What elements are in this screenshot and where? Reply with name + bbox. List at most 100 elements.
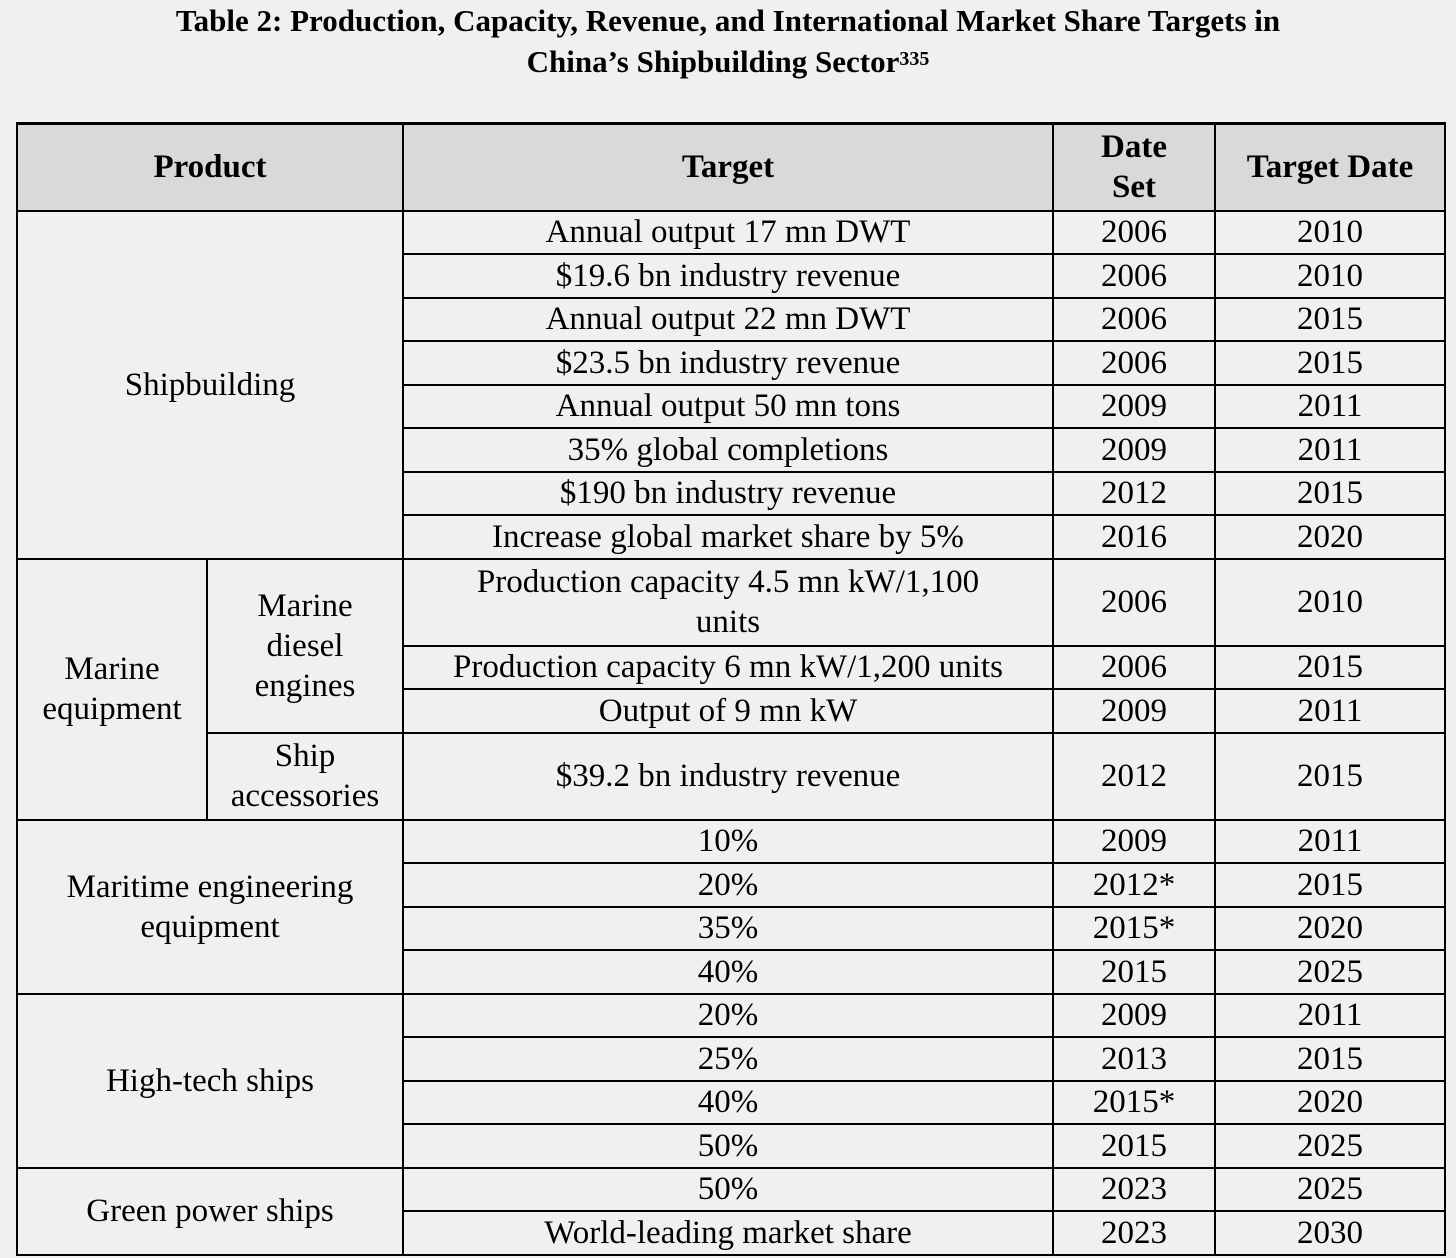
target-cell: $190 bn industry revenue: [402, 470, 1054, 516]
target-cell: $19.6 bn industry revenue: [402, 253, 1054, 299]
target-date-cell: 2011: [1214, 427, 1446, 473]
date-set-cell: 2023: [1052, 1210, 1216, 1256]
header-date-set-line-2: Set: [1112, 169, 1156, 206]
target-cell-line-2: units: [695, 604, 761, 640]
target-cell: World-leading market share: [402, 1210, 1054, 1256]
target-date-cell: 2025: [1214, 1123, 1446, 1169]
table-row: 40% 2015 2025: [17, 949, 1446, 995]
group-shipbuilding: Shipbuilding: [16, 209, 404, 560]
target-date-cell: 2011: [1214, 818, 1446, 864]
target-cell: Increase global market share by 5%: [402, 514, 1054, 560]
target-date-cell: 2015: [1214, 340, 1446, 386]
target-date-cell: 2010: [1214, 253, 1446, 299]
subgroup-accessories-line-2: accessories: [230, 778, 380, 814]
table-row: Output of 9 mn kW 2009 2011: [17, 688, 1446, 734]
table-row: Shipbuilding Annual output 17 mn DWT 200…: [16, 209, 1446, 560]
date-set-cell: 2013: [1052, 1036, 1216, 1082]
footnote-ref: 335: [899, 48, 930, 70]
target-date-cell: 2015: [1214, 470, 1446, 516]
target-date-cell: 2025: [1214, 949, 1446, 995]
group-maritime-line-1: Maritime engineering: [66, 868, 354, 905]
table-row: Maritime engineering equipment 10% 2009 2…: [16, 818, 1446, 995]
target-cell: Annual output 50 mn tons: [402, 383, 1054, 429]
date-set-cell: 2015: [1052, 949, 1216, 995]
target-date-cell: 2030: [1214, 1210, 1446, 1256]
table-row: Ship accessories $39.2 bn industry revenu…: [17, 731, 1446, 821]
title-line-1: Table 2: Production, Capacity, Revenue, …: [175, 3, 1281, 38]
target-cell: Production capacity 4.5 mn kW/1,100 units: [402, 557, 1054, 647]
target-cell: Output of 9 mn kW: [402, 688, 1054, 734]
group-green-power-ships: Green power ships: [16, 1166, 404, 1256]
title-line-2: China’s Shipbuilding Sector335: [0, 41, 1456, 82]
target-cell: Production capacity 6 mn kW/1,200 units: [402, 644, 1054, 690]
targets-table: Product Target Date Set Target Date Shipb…: [16, 122, 1446, 1256]
target-cell: Annual output 17 mn DWT: [402, 209, 1054, 255]
target-cell: 25%: [402, 1036, 1054, 1082]
header-target: Target: [402, 122, 1054, 212]
date-set-cell: 2015*: [1052, 1079, 1216, 1125]
header-row: Product Target Date Set Target Date: [16, 122, 1446, 212]
target-date-cell: 2020: [1214, 1079, 1446, 1125]
group-maritime-line-2: equipment: [140, 908, 280, 945]
target-cell: $23.5 bn industry revenue: [402, 340, 1054, 386]
subgroup-ship-accessories: Ship accessories: [206, 731, 404, 821]
date-set-cell: 2006: [1052, 644, 1216, 690]
table-row: High-tech ships 20% 2009 2011: [16, 992, 1446, 1169]
target-date-cell: 2010: [1214, 557, 1446, 647]
table-row: 20% 2012* 2015: [17, 862, 1446, 908]
header-date-set: Date Set: [1052, 122, 1216, 212]
target-date-cell: 2010: [1214, 209, 1446, 255]
date-set-cell: 2012: [1052, 470, 1216, 516]
subgroup-accessories-line-1: Ship: [274, 738, 336, 774]
target-cell: 50%: [402, 1166, 1054, 1212]
group-high-tech-ships: High-tech ships: [16, 992, 404, 1169]
group-marine-equipment-line-1: Marine: [64, 651, 160, 687]
table-row: Marine equipment Marine diesel engines Prod…: [16, 557, 1446, 821]
subgroup-marine-diesel-engines: Marine diesel engines: [206, 557, 404, 734]
table-row: $19.6 bn industry revenue 2006 2010: [17, 253, 1446, 299]
table-row: Annual output 50 mn tons 2009 2011: [17, 383, 1446, 429]
target-cell: Annual output 22 mn DWT: [402, 296, 1054, 342]
target-date-cell: 2011: [1214, 383, 1446, 429]
subgroup-diesel-line-2: diesel: [266, 627, 344, 664]
target-cell-line-1: Production capacity 4.5 mn kW/1,100: [476, 564, 980, 600]
target-date-cell: 2015: [1214, 1036, 1446, 1082]
date-set-cell: 2015: [1052, 1123, 1216, 1169]
table-row: Increase global market share by 5% 2016 …: [17, 514, 1446, 560]
target-date-cell: 2020: [1214, 905, 1446, 951]
target-date-cell: 2015: [1214, 296, 1446, 342]
target-cell: 50%: [402, 1123, 1054, 1169]
target-date-cell: 2025: [1214, 1166, 1446, 1212]
title-line-2-text: China’s Shipbuilding Sector: [526, 44, 900, 79]
date-set-cell: 2016: [1052, 514, 1216, 560]
group-marine-equipment-line-2: equipment: [42, 691, 182, 727]
target-cell: 35% global completions: [402, 427, 1054, 473]
target-date-cell: 2015: [1214, 731, 1446, 821]
date-set-cell: 2006: [1052, 557, 1216, 647]
date-set-cell: 2015*: [1052, 905, 1216, 951]
target-date-cell: 2011: [1214, 688, 1446, 734]
subgroup-diesel-line-1: Marine: [257, 587, 353, 624]
table-row: 25% 2013 2015: [17, 1036, 1446, 1082]
date-set-cell: 2012: [1052, 731, 1216, 821]
table-row: 40% 2015* 2020: [17, 1079, 1446, 1125]
target-cell: 40%: [402, 1079, 1054, 1125]
group-marine-equipment: Marine equipment: [16, 557, 208, 821]
date-set-cell: 2006: [1052, 340, 1216, 386]
header-product: Product: [16, 122, 404, 212]
date-set-cell: 2009: [1052, 383, 1216, 429]
date-set-cell: 2006: [1052, 296, 1216, 342]
group-maritime-engineering: Maritime engineering equipment: [16, 818, 404, 995]
target-date-cell: 2011: [1214, 992, 1446, 1038]
target-cell: $39.2 bn industry revenue: [402, 731, 1054, 821]
target-cell: 20%: [402, 992, 1054, 1038]
target-date-cell: 2015: [1214, 862, 1446, 908]
date-set-cell: 2009: [1052, 688, 1216, 734]
table-row: Green power ships 50% 2023 2025: [16, 1166, 1446, 1256]
table-row: $190 bn industry revenue 2012 2015: [17, 470, 1446, 516]
date-set-cell: 2006: [1052, 253, 1216, 299]
target-cell: 40%: [402, 949, 1054, 995]
table-row: $23.5 bn industry revenue 2006 2015: [17, 340, 1446, 386]
date-set-cell: 2012*: [1052, 862, 1216, 908]
date-set-cell: 2009: [1052, 992, 1216, 1038]
